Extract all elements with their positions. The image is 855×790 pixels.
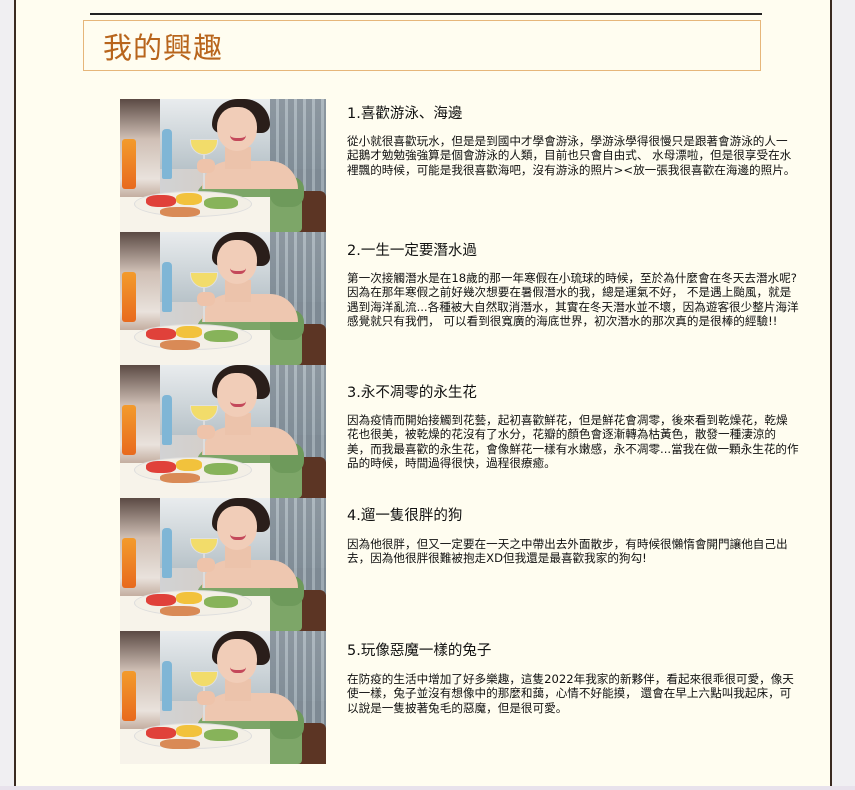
page-container: 我的興趣 xyxy=(14,0,832,790)
photo-1 xyxy=(120,99,326,232)
title-box: 我的興趣 xyxy=(83,20,761,71)
section-body: 因為疫情而開始接觸到花藝，起初喜歡鮮花，但是鮮花會凋零，後來看到乾燥花，乾燥花也… xyxy=(347,413,799,470)
photo-3 xyxy=(120,365,326,498)
page-title: 我的興趣 xyxy=(103,30,224,65)
bottom-strip xyxy=(0,786,855,790)
section-heading: 4.遛一隻很胖的狗 xyxy=(347,508,463,524)
photo-2 xyxy=(120,232,326,365)
interest-section-diving: 2.一生一定要潛水過 第一次接觸潛水是在18歲的那一年寒假在小琉球的時候，至於為… xyxy=(347,242,799,328)
section-body: 從小就很喜歡玩水，但是是到國中才學會游泳，學游泳學得很慢只是跟著會游泳的人一起鵝… xyxy=(347,134,796,177)
photo-column xyxy=(120,99,326,764)
section-heading: 2.一生一定要潛水過 xyxy=(347,243,477,259)
section-heading: 1.喜歡游泳、海邊 xyxy=(347,106,463,122)
section-body: 在防疫的生活中增加了好多樂趣，這隻2022年我家的新夥伴，看起來很乖很可愛，像天… xyxy=(347,672,794,715)
section-heading: 3.永不凋零的永生花 xyxy=(347,385,477,401)
section-body: 因為他很胖，但又一定要在一天之中帶出去外面散步，有時候很懶惰會開門讓他自己出去，… xyxy=(347,537,788,566)
photo-4 xyxy=(120,498,326,631)
interest-section-swimming: 1.喜歡游泳、海邊 從小就很喜歡玩水，但是是到國中才學會游泳，學游泳學得很慢只是… xyxy=(347,105,799,177)
interest-section-dog: 4.遛一隻很胖的狗 因為他很胖，但又一定要在一天之中帶出去外面散步，有時候很懶惰… xyxy=(347,507,799,566)
top-divider xyxy=(90,13,762,15)
photo-5 xyxy=(120,631,326,764)
section-heading: 5.玩像惡魔一樣的兔子 xyxy=(347,643,492,659)
interest-section-rabbit: 5.玩像惡魔一樣的兔子 在防疫的生活中增加了好多樂趣，這隻2022年我家的新夥伴… xyxy=(347,642,799,715)
interest-section-flowers: 3.永不凋零的永生花 因為疫情而開始接觸到花藝，起初喜歡鮮花，但是鮮花會凋零，後… xyxy=(347,384,799,470)
section-body: 第一次接觸潛水是在18歲的那一年寒假在小琉球的時候，至於為什麼會在冬天去潛水呢?… xyxy=(347,271,799,328)
